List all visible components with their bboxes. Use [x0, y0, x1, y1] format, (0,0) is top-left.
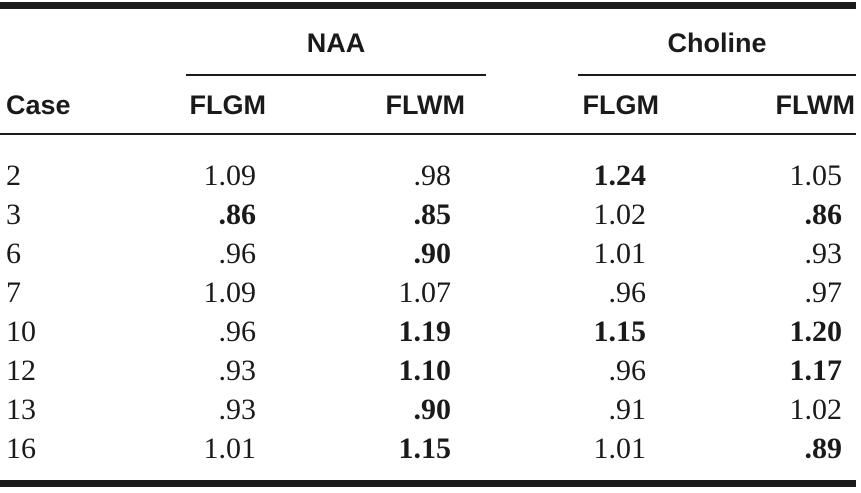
- cell-choline-flgm: 1.02: [593, 198, 647, 231]
- table-bottom-rule: [0, 480, 856, 487]
- table-row: 13 .93 .90 .91 1.02: [0, 390, 861, 429]
- cell-case: 10: [6, 315, 36, 348]
- column-header-choline-flgm: FLGM: [582, 90, 659, 120]
- cell-naa-flwm: .90: [413, 393, 452, 426]
- cell-case: 16: [6, 432, 36, 465]
- cell-naa-flwm: .85: [413, 198, 452, 231]
- cell-choline-flgm: 1.01: [593, 237, 647, 270]
- cell-naa-flwm: 1.10: [398, 354, 452, 387]
- cell-choline-flwm: 1.20: [789, 315, 843, 348]
- cell-naa-flgm: 1.09: [203, 276, 257, 309]
- cell-case: 2: [6, 159, 21, 192]
- cell-naa-flgm: .93: [218, 393, 257, 426]
- cell-choline-flwm: .97: [804, 276, 843, 309]
- cell-choline-flwm: .86: [804, 198, 843, 231]
- cell-naa-flgm: 1.01: [203, 432, 257, 465]
- cell-naa-flgm: .96: [218, 237, 257, 270]
- cell-choline-flwm: 1.02: [789, 393, 843, 426]
- column-header-choline-flwm: FLWM: [775, 90, 855, 120]
- cell-choline-flgm: .96: [608, 354, 647, 387]
- cell-naa-flgm: 1.09: [203, 159, 257, 192]
- column-header-naa-flgm: FLGM: [189, 90, 266, 120]
- cell-naa-flwm: 1.15: [398, 432, 452, 465]
- group-header-naa: NAA: [306, 28, 366, 58]
- cell-choline-flgm: .96: [608, 276, 647, 309]
- cell-naa-flgm: .93: [218, 354, 257, 387]
- cell-naa-flwm: .90: [413, 237, 452, 270]
- table-row: 3 .86 .85 1.02 .86: [0, 195, 861, 234]
- header-rule: [0, 133, 856, 135]
- cell-choline-flgm: 1.24: [593, 159, 647, 192]
- table-row: 6 .96 .90 1.01 .93: [0, 234, 861, 273]
- group-rule-naa: [186, 74, 486, 76]
- table-row: 12 .93 1.10 .96 1.17: [0, 351, 861, 390]
- cell-choline-flwm: 1.05: [789, 159, 843, 192]
- cell-choline-flgm: .91: [608, 393, 647, 426]
- cell-naa-flgm: .86: [218, 198, 257, 231]
- table-body: 2 1.09 .98 1.24 1.05 3 .86 .85 1.02 .86 …: [0, 156, 861, 468]
- cell-choline-flwm: 1.17: [789, 354, 843, 387]
- cell-choline-flgm: 1.01: [593, 432, 647, 465]
- cell-choline-flwm: .93: [804, 237, 843, 270]
- table-top-rule: [0, 2, 856, 9]
- cell-case: 13: [6, 393, 36, 426]
- column-header-case: Case: [6, 90, 71, 120]
- cell-choline-flgm: 1.15: [593, 315, 647, 348]
- cell-case: 3: [6, 198, 21, 231]
- cell-choline-flwm: .89: [804, 432, 843, 465]
- cell-case: 6: [6, 237, 21, 270]
- table-row: 10 .96 1.19 1.15 1.20: [0, 312, 861, 351]
- group-header-choline: Choline: [667, 28, 767, 58]
- cell-naa-flgm: .96: [218, 315, 257, 348]
- cell-naa-flwm: 1.19: [398, 315, 452, 348]
- cell-naa-flwm: 1.07: [398, 276, 452, 309]
- table-row: 16 1.01 1.15 1.01 .89: [0, 429, 861, 468]
- cell-case: 7: [6, 276, 21, 309]
- table-row: 2 1.09 .98 1.24 1.05: [0, 156, 861, 195]
- table-row: 7 1.09 1.07 .96 .97: [0, 273, 861, 312]
- cell-case: 12: [6, 354, 36, 387]
- cell-naa-flwm: .98: [413, 159, 452, 192]
- column-header-naa-flwm: FLWM: [385, 90, 465, 120]
- group-rule-choline: [578, 74, 856, 76]
